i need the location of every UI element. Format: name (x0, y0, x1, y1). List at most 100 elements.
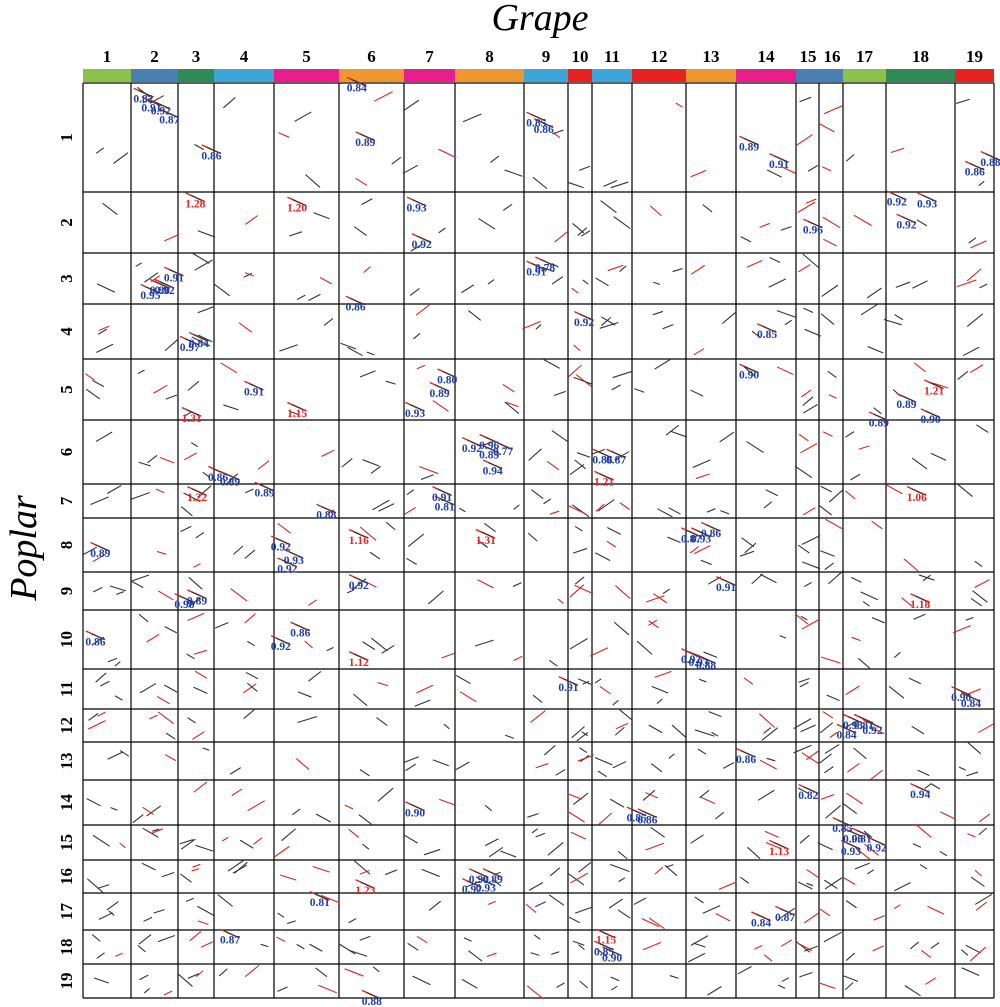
synteny-segment-528 (751, 573, 763, 585)
synteny-segment-110 (186, 653, 195, 660)
synteny-segment-662 (894, 314, 904, 321)
synteny-segment-313 (553, 132, 561, 139)
synteny-segment-508 (780, 165, 796, 174)
synteny-segment-205 (361, 198, 373, 205)
synteny-segment-485 (700, 559, 712, 565)
synteny-segment-240 (348, 949, 368, 957)
synteny-segment-397 (613, 216, 631, 229)
ks-label-26: 0.78 (535, 262, 555, 274)
synteny-segment-101 (183, 492, 201, 502)
synteny-segment-947 (601, 931, 615, 939)
synteny-segment-197 (296, 944, 305, 950)
synteny-segment-761 (411, 199, 426, 206)
synteny-segment-456 (654, 670, 672, 678)
synteny-segment-668 (912, 457, 928, 470)
synteny-segment-512 (740, 236, 752, 243)
synteny-segment-729 (961, 967, 980, 976)
synteny-segment-925 (845, 842, 860, 850)
synteny-segment-346 (549, 894, 565, 906)
ks-label-6: 0.89 (355, 137, 375, 149)
synteny-segment-698 (968, 237, 977, 244)
synteny-segment-20 (107, 657, 118, 663)
synteny-segment-601 (820, 550, 835, 557)
poplar-chr-label-14: 14 (57, 794, 76, 812)
synteny-segment-710 (974, 579, 990, 588)
ks-label-88: 0.82 (798, 790, 818, 802)
synteny-segment-359 (573, 344, 581, 351)
synteny-segment-765 (807, 221, 822, 228)
grape-chr-label-9: 9 (542, 47, 551, 66)
synteny-segment-532 (761, 727, 779, 741)
synteny-segment-74 (132, 814, 144, 823)
synteny-segment-57 (131, 492, 151, 500)
ks-label-108: 1.15 (596, 935, 616, 947)
synteny-segment-621 (846, 154, 855, 162)
synteny-segment-22 (95, 672, 107, 683)
synteny-segment-26 (88, 720, 106, 730)
synteny-segment-423 (597, 770, 607, 777)
synteny-segment-293 (477, 579, 494, 589)
synteny-segment-164 (244, 965, 260, 977)
synteny-segment-301 (484, 804, 492, 812)
ks-label-68: 0.92 (349, 580, 369, 592)
synteny-segment-929 (473, 870, 488, 878)
synteny-segment-484 (706, 508, 716, 513)
grape-chr-bar-8 (455, 69, 524, 82)
synteny-segment-115 (202, 747, 210, 751)
synteny-segment-497 (700, 796, 715, 804)
ks-label-28: 0.92 (574, 317, 594, 329)
synteny-segment-618 (819, 908, 831, 917)
synteny-segment-542 (754, 945, 763, 950)
synteny-segment-859 (686, 529, 700, 537)
synteny-segment-333 (532, 694, 543, 703)
synteny-segment-450 (662, 588, 670, 594)
synteny-segment-410 (619, 502, 630, 510)
synteny-segment-654 (845, 952, 855, 961)
synteny-segment-793 (193, 334, 208, 342)
synteny-segment-943 (780, 908, 794, 916)
synteny-segment-55 (159, 457, 175, 464)
synteny-segment-867 (353, 576, 368, 584)
synteny-segment-224 (381, 645, 395, 654)
synteny-segment-162 (260, 943, 269, 948)
synteny-segment-315 (532, 176, 548, 189)
synteny-segment-833 (225, 473, 239, 481)
synteny-segment-395 (610, 181, 629, 189)
ks-label-10: 0.91 (769, 159, 789, 171)
synteny-segment-718 (966, 771, 979, 777)
synteny-segment-225 (362, 641, 376, 650)
synteny-segment-381 (579, 747, 587, 753)
ks-label-33: 0.80 (437, 374, 457, 386)
grape-chr-label-3: 3 (192, 47, 201, 66)
synteny-segment-344 (535, 901, 546, 908)
synteny-segment-529 (779, 635, 787, 639)
ks-label-17: 0.96 (803, 224, 823, 236)
synteny-segment-15 (116, 591, 125, 595)
synteny-segment-471 (641, 918, 660, 928)
synteny-segment-827 (597, 451, 612, 458)
synteny-segment-821 (484, 445, 499, 453)
synteny-segment-139 (226, 473, 238, 485)
synteny-segment-178 (277, 523, 291, 534)
synteny-segment-183 (308, 671, 321, 682)
ks-label-52: 0.89 (255, 488, 275, 500)
synteny-segment-715 (978, 723, 994, 733)
synteny-segment-51 (153, 384, 168, 394)
synteny-segment-608 (822, 711, 834, 719)
synteny-segment-83 (157, 935, 175, 943)
synteny-segment-66 (139, 683, 157, 694)
synteny-segment-468 (666, 864, 674, 868)
synteny-segment-683 (939, 851, 948, 857)
synteny-segment-449 (653, 593, 667, 604)
synteny-segment-263 (414, 699, 431, 707)
synteny-segment-275 (412, 975, 431, 986)
synteny-segment-603 (825, 518, 843, 530)
synteny-segment-302 (500, 850, 517, 858)
ks-label-76: 1.12 (349, 657, 369, 669)
synteny-segment-565 (797, 544, 810, 554)
synteny-segment-604 (828, 571, 843, 585)
ks-label-24: 0.91 (164, 273, 184, 285)
synteny-segment-174 (323, 318, 334, 326)
synteny-segment-40 (115, 952, 123, 957)
